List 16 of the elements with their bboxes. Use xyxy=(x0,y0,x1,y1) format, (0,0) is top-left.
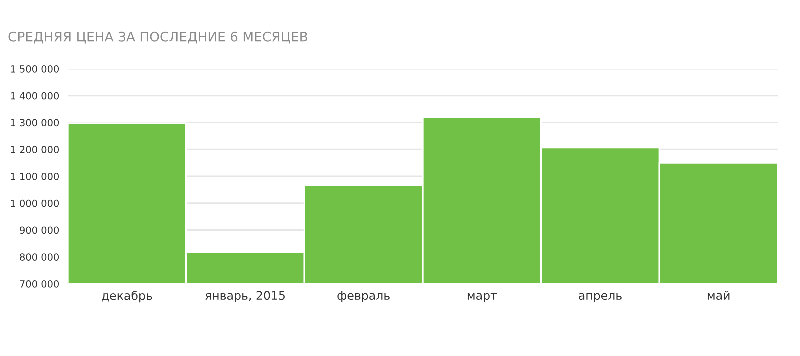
x-tick-label: февраль xyxy=(338,291,390,302)
x-tick-label: март xyxy=(468,293,498,302)
x-tick-label: апрель xyxy=(579,293,622,302)
x-tick-label: январь, 2015 xyxy=(206,291,285,302)
y-tick-label: 1 400 000 xyxy=(11,92,60,100)
x-tick-label: май xyxy=(708,291,730,300)
y-tick-label: 900 000 xyxy=(20,226,60,234)
y-tick-label: 1 300 000 xyxy=(11,119,60,127)
y-tick-label: 800 000 xyxy=(20,254,60,261)
y-tick-label: 700 000 xyxy=(20,280,60,288)
y-tick-label: 1 200 000 xyxy=(11,146,60,154)
x-tick-label: декабрь xyxy=(102,290,152,303)
y-tick-label: 1 500 000 xyxy=(11,65,60,73)
y-tick-label: 1 100 000 xyxy=(11,172,60,180)
chart-title: СРЕДНЯЯ ЦЕНА ЗА ПОСЛЕДНИЕ 6 МЕСЯЦЕВ xyxy=(8,32,308,44)
y-tick-label: 1 000 000 xyxy=(11,200,60,208)
